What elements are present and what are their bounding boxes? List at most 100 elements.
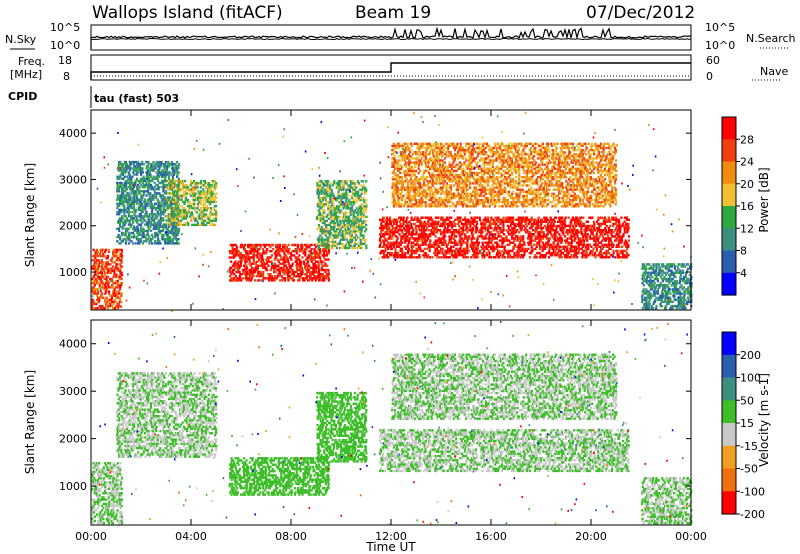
heatmap-cell — [160, 210, 164, 214]
heatmap-cell — [320, 180, 323, 183]
heatmap-cell — [101, 261, 104, 264]
heatmap-cell — [429, 235, 432, 238]
heatmap-cell — [125, 200, 128, 203]
heatmap-cell — [170, 173, 173, 176]
nsky-top-tick: 10^5 — [50, 21, 80, 34]
heatmap-cell — [287, 243, 290, 247]
heatmap-cell — [135, 235, 138, 239]
heatmap-cell — [261, 273, 265, 276]
heatmap-cell — [95, 288, 98, 291]
heatmap-cell — [235, 245, 238, 249]
heatmap-cell — [168, 182, 171, 185]
heatmap-cell — [150, 202, 153, 205]
heatmap-cell — [203, 223, 207, 227]
heatmap-cell — [119, 271, 122, 274]
heatmap-cell — [140, 227, 143, 230]
heatmap-cell — [516, 235, 519, 238]
heatmap-cell — [381, 226, 384, 230]
heatmap-cell — [569, 224, 572, 228]
heatmap-cell — [305, 273, 308, 276]
heatmap-cell — [364, 238, 367, 241]
heatmap-cell — [138, 231, 141, 235]
heatmap-cell — [463, 233, 466, 236]
heatmap-cell — [362, 198, 365, 202]
heatmap-cell — [119, 269, 122, 272]
heatmap-cell — [555, 235, 558, 238]
heatmap-cell — [228, 256, 231, 259]
heatmap-cell — [196, 186, 199, 189]
heatmap-cell — [130, 231, 133, 235]
heatmap-cell — [234, 243, 237, 247]
heatmap-cell — [168, 163, 172, 166]
heatmap-cell — [592, 220, 595, 223]
heatmap-cell — [173, 227, 176, 230]
heatmap-cell — [283, 252, 286, 255]
heatmap-cell — [325, 230, 329, 233]
heatmap-cell — [194, 192, 197, 195]
heatmap-cell — [156, 227, 159, 230]
heatmap-cell — [194, 217, 197, 220]
heatmap-cell — [167, 213, 170, 216]
heatmap-cell — [309, 277, 312, 280]
heatmap-cell — [523, 251, 526, 255]
heatmap-cell — [548, 256, 551, 259]
heatmap-cell — [400, 239, 403, 242]
heatmap-cell — [612, 251, 615, 255]
heatmap-cell — [198, 200, 201, 204]
heatmap-cell — [215, 211, 218, 214]
heatmap-cell — [458, 249, 461, 253]
heatmap-cell — [326, 182, 329, 185]
heatmap-cell — [333, 226, 336, 229]
heatmap-cell — [339, 201, 343, 204]
heatmap-cell — [184, 190, 187, 193]
heatmap-cell — [285, 245, 289, 249]
heatmap-cell — [550, 218, 553, 221]
heatmap-cell — [298, 262, 301, 265]
heatmap-cell — [98, 286, 101, 289]
heatmap-cell — [321, 182, 324, 185]
heatmap-cell — [209, 219, 212, 222]
heatmap-cell — [213, 217, 216, 220]
heatmap-cell — [106, 279, 109, 283]
heatmap-cell — [310, 260, 313, 263]
heatmap-cell — [161, 233, 164, 237]
heatmap-cell — [171, 181, 174, 185]
heatmap-cell — [334, 234, 337, 237]
heatmap-cell — [230, 260, 233, 263]
heatmap-cell — [335, 198, 338, 202]
heatmap-cell — [364, 209, 367, 212]
heatmap-cell — [341, 242, 344, 245]
heatmap-cell — [121, 167, 124, 170]
heatmap-cell — [165, 183, 168, 187]
heatmap-cell — [327, 180, 330, 183]
heatmap-cell — [174, 225, 178, 228]
heatmap-cell — [330, 219, 333, 223]
heatmap-cell — [141, 242, 144, 245]
heatmap-cell — [260, 279, 263, 282]
heatmap-cell — [161, 185, 164, 189]
heatmap-cell — [265, 266, 268, 270]
heatmap-cell — [176, 192, 179, 195]
heatmap-cell — [180, 213, 183, 216]
heatmap-cell — [158, 175, 161, 178]
heatmap-cell — [116, 254, 119, 258]
heatmap-cell — [190, 179, 193, 183]
heatmap-cell — [231, 248, 234, 251]
freq-label-line2: [MHz] — [10, 68, 42, 81]
heatmap-cell — [156, 221, 159, 224]
heatmap-cell — [284, 250, 287, 253]
heatmap-cell — [122, 231, 125, 235]
heatmap-cell — [617, 218, 620, 221]
heatmap-cell — [159, 223, 162, 226]
heatmap-cell — [543, 216, 546, 219]
heatmap-cell — [429, 216, 433, 219]
heatmap-cell — [159, 215, 162, 218]
heatmap-cell — [207, 184, 210, 187]
heatmap-cell — [244, 260, 247, 263]
heatmap-cell — [605, 224, 608, 228]
heatmap-cell — [166, 227, 169, 230]
heatmap-cell — [134, 215, 137, 218]
heatmap-cell — [167, 204, 170, 208]
heatmap-cell — [107, 292, 111, 295]
heatmap-cell — [208, 196, 211, 199]
